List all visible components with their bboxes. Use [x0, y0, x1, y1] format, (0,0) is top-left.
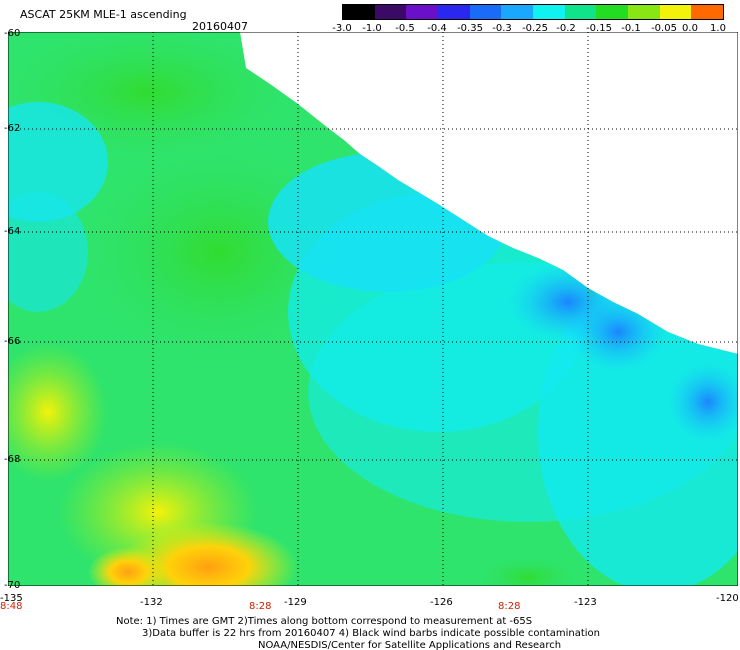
colorbar-tick: -0.3 [492, 23, 512, 34]
graticule [8, 32, 738, 586]
lon-label: -132 [140, 597, 163, 608]
colorbar-segment [533, 5, 565, 19]
lat-label: -60 [4, 28, 21, 39]
time-label: 8:28 [498, 601, 521, 612]
note-line-3: NOAA/NESDIS/Center for Satellite Applica… [258, 640, 562, 650]
time-label: 8:48 [0, 601, 23, 612]
colorbar-segment [628, 5, 660, 19]
lon-label: -135 [0, 593, 23, 604]
lat-label: -70 [4, 580, 21, 591]
colorbar-segment [564, 5, 597, 19]
map-date: 20160407 [192, 20, 248, 33]
colorbar-tick: 0.0 [682, 23, 698, 34]
colorbar-segment [691, 5, 723, 19]
data-swath [8, 32, 738, 586]
lat-label: -68 [4, 454, 21, 465]
note-line-2: 3)Data buffer is 22 hrs from 20160407 4)… [142, 628, 600, 639]
colorbar-tick: -1.0 [362, 23, 382, 34]
colorbar-segment [438, 5, 470, 19]
colorbar-segment [659, 5, 692, 19]
colorbar-tick: -0.1 [621, 23, 641, 34]
colorbar-tick: -0.5 [395, 23, 415, 34]
colorbar-segment [406, 5, 438, 19]
lat-label: -62 [4, 123, 21, 134]
colorbar-segment [343, 5, 375, 19]
colorbar-tick: 1.0 [710, 23, 726, 34]
colorbar-tick: -0.4 [427, 23, 447, 34]
lon-label: -120 [716, 593, 739, 604]
scatterometer-map [8, 32, 738, 586]
lat-label: -66 [4, 336, 21, 347]
colorbar-tick: -0.15 [586, 23, 612, 34]
colorbar-tick: -0.05 [651, 23, 677, 34]
colorbar-segment [374, 5, 407, 19]
map-title: ASCAT 25KM MLE-1 ascending [20, 8, 187, 21]
colorbar-tick: -0.35 [457, 23, 483, 34]
lat-label: -64 [4, 226, 21, 237]
note-line-1: Note: 1) Times are GMT 2)Times along bot… [116, 616, 533, 627]
colorbar-segment [501, 5, 533, 19]
lon-label: -129 [284, 597, 307, 608]
colorbar-tick: -0.2 [556, 23, 576, 34]
colorbar-tick: -3.0 [332, 23, 352, 34]
colorbar-tick: -0.25 [522, 23, 548, 34]
colorbar-segment [596, 5, 628, 19]
lon-label: -126 [430, 597, 453, 608]
time-label: 8:28 [249, 601, 272, 612]
lon-label: -123 [574, 597, 597, 608]
colorbar [342, 4, 724, 20]
colorbar-segment [469, 5, 502, 19]
